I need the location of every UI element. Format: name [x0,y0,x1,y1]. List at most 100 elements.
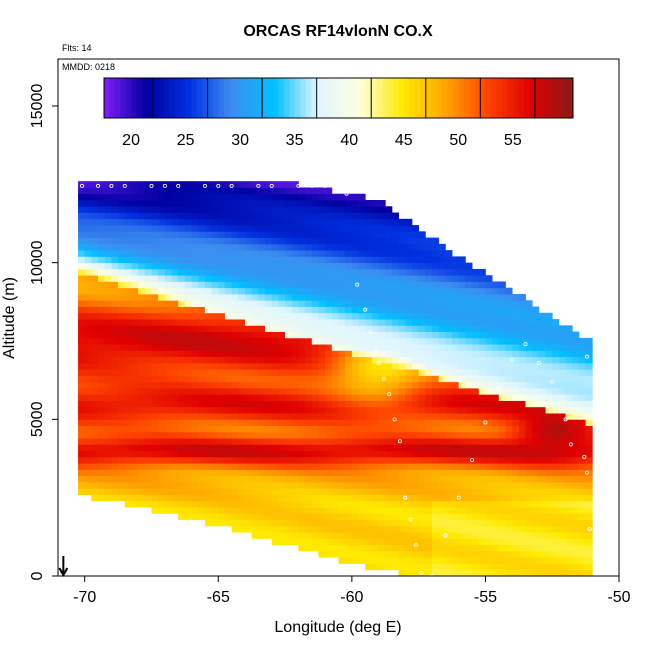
heatmap-cell [291,425,299,433]
heatmap-cell [131,200,139,207]
heatmap-cell [124,500,132,508]
heatmap-cell [84,456,92,464]
heatmap-cell [532,400,540,408]
heatmap-cell [111,256,119,264]
heatmap-cell [178,482,186,489]
heatmap-cell [351,212,359,220]
heatmap-cell [271,300,279,307]
heatmap-cell [271,181,279,188]
heatmap-cell [191,469,199,477]
heatmap-cell [512,538,520,546]
heatmap-cell [478,344,486,351]
heatmap-cell [391,525,400,533]
heatmap-cell [151,281,159,289]
heatmap-cell [151,362,159,370]
heatmap-cell [224,256,233,264]
heatmap-cell [518,425,526,433]
heatmap-cell [432,294,440,301]
heatmap-cell [385,206,393,213]
x-tick-label: -65 [207,589,230,606]
heatmap-cell [311,431,319,439]
heatmap-cell [505,325,513,332]
heatmap-cell [118,344,126,351]
heatmap-cell [505,532,513,539]
heatmap-cell [398,312,406,320]
heatmap-cell [331,356,339,364]
colorbar-segment [142,78,149,118]
heatmap-cell [144,319,152,326]
heatmap-cell [265,532,273,539]
heatmap-cell [231,331,239,339]
heatmap-cell [445,550,453,558]
heatmap-cell [191,319,199,326]
heatmap-cell [512,482,520,489]
heatmap-cell [365,337,373,345]
heatmap-cell [224,300,233,307]
heatmap-cell [245,256,253,264]
heatmap-cell [98,350,106,358]
heatmap-cell [104,419,112,426]
heatmap-cell [278,381,286,389]
heatmap-cell [171,463,179,470]
heatmap-cell [485,550,493,558]
heatmap-cell [138,262,146,270]
heatmap-cell [158,206,166,213]
heatmap-cell [345,388,353,395]
heatmap-cell [151,312,159,320]
heatmap-cell [298,312,306,320]
heatmap-cell [238,375,246,383]
heatmap-cell [445,268,453,276]
heatmap-cell [298,325,306,332]
heatmap-cell [378,218,386,226]
heatmap-cell [78,306,86,314]
heatmap-cell [211,268,219,276]
heatmap-cell [311,513,319,520]
heatmap-cell [285,243,293,251]
heatmap-cell [171,181,179,188]
heatmap-cell [104,200,112,207]
heatmap-cell [452,488,460,495]
heatmap-cell [378,482,386,489]
heatmap-cell [405,538,413,546]
heatmap-cell [391,231,400,238]
heatmap-cell [538,438,546,445]
heatmap-cell [138,394,146,401]
heatmap-cell [492,300,500,307]
heatmap-cell [245,381,253,389]
heatmap-cell [371,256,379,264]
heatmap-cell [78,331,86,339]
heatmap-cell [418,281,426,289]
heatmap-cell [378,369,386,376]
heatmap-cell [505,525,513,533]
colorbar-segment [207,78,214,118]
heatmap-cell [391,406,400,414]
heatmap-cell [452,544,460,552]
heatmap-cell [578,388,587,395]
heatmap-cell [298,388,306,395]
heatmap-cell [512,456,520,464]
heatmap-cell [104,350,112,358]
heatmap-cell [565,488,573,495]
heatmap-cell [558,557,566,564]
heatmap-cell [391,494,400,502]
heatmap-cell [572,344,580,351]
heatmap-cell [558,507,566,514]
heatmap-cell [124,212,132,220]
heatmap-cell [211,450,219,458]
heatmap-cell [378,300,386,307]
heatmap-cell [492,394,500,401]
heatmap-cell [338,319,346,326]
heatmap-cell [505,500,513,508]
heatmap-cell [391,550,400,558]
heatmap-cell [538,431,546,439]
heatmap-cell [552,500,560,508]
heatmap-cell [111,262,119,270]
heatmap-cell [171,406,179,414]
heatmap-cell [298,500,306,508]
heatmap-cell [425,312,433,320]
heatmap-cell [532,369,540,376]
heatmap-cell [505,494,513,502]
heatmap-cell [558,532,566,539]
heatmap-cell [565,500,573,508]
heatmap-cell [271,438,279,445]
